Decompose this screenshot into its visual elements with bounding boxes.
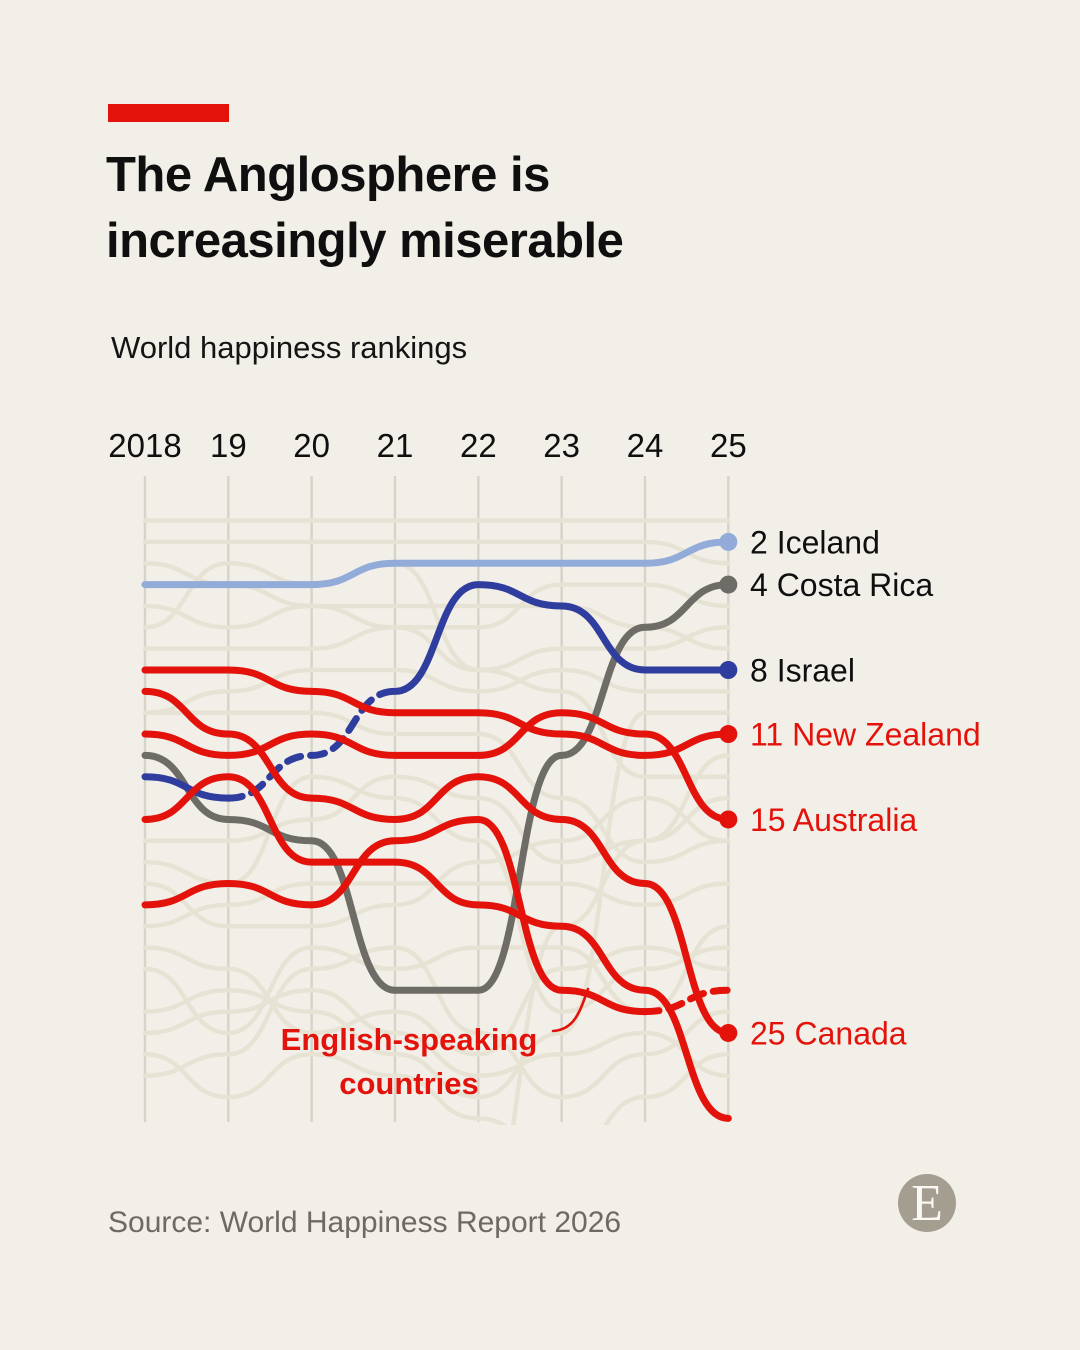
- endpoint-dot-canada: [719, 1023, 738, 1042]
- series-line-bg-saudi: [142, 945, 731, 1100]
- title-line-2: increasingly miserable: [106, 214, 624, 268]
- series-line-bg-spain: [142, 1052, 731, 1125]
- chart-subtitle: World happiness rankings: [111, 330, 468, 365]
- series-line-united-states: [141, 815, 649, 1016]
- year-label-20: 20: [293, 427, 330, 464]
- endpoint-dot-costa-rica: [719, 575, 738, 594]
- series-line-bg-denmark: [142, 539, 731, 566]
- brand-red-bar: [108, 104, 229, 122]
- series-line-bg-uae: [142, 945, 731, 1057]
- annotation-english-speaking: English-speaking countries: [270, 1018, 548, 1106]
- x-axis-labels: 2018 19 20 21 22 23 24 25: [108, 427, 746, 464]
- series-line-bg-luxembourg: [142, 667, 731, 715]
- series-line-israel: [391, 581, 732, 695]
- year-label-22: 22: [460, 427, 497, 464]
- annotation-connector: [551, 987, 590, 1033]
- endpoint-dot-israel: [719, 661, 738, 679]
- endpoint-dot-australia: [719, 810, 738, 829]
- year-label-19: 19: [210, 427, 247, 464]
- year-label-24: 24: [627, 427, 664, 464]
- annotation-line-2: countries: [339, 1066, 479, 1101]
- page-title: The Anglosphere is increasingly miserabl…: [106, 142, 624, 274]
- series-line-bg-mexico: [142, 710, 731, 1100]
- endpoint-dot-new-zealand: [719, 725, 738, 744]
- series-line-bg-belgium: [142, 795, 731, 929]
- endpoint-dots: [719, 532, 738, 1042]
- end-label-canada: 25 Canada: [750, 1015, 907, 1051]
- economist-logo: E: [898, 1174, 956, 1232]
- series-line-bg-lithuania: [510, 753, 731, 1125]
- year-label-23: 23: [543, 427, 580, 464]
- series-line-united-kingdom: [141, 773, 732, 1122]
- series-line-united-states-dashed: [641, 986, 732, 1016]
- series-line-bg-austria: [142, 710, 731, 865]
- end-label-australia: 15 Australia: [750, 802, 917, 838]
- end-labels: 2 Iceland 4 Costa Rica 8 Israel 11 New Zeal…: [750, 524, 981, 1051]
- series-line-bg-czechia: [142, 881, 731, 929]
- series-line-iceland: [141, 538, 732, 589]
- title-line-1: The Anglosphere is: [106, 148, 550, 202]
- year-label-21: 21: [377, 427, 414, 464]
- series-line-new-zealand: [141, 666, 732, 759]
- end-label-new-zealand: 11 New Zealand: [750, 717, 981, 753]
- source-note: Source: World Happiness Report 2026: [108, 1206, 622, 1239]
- end-label-costa-rica: 4 Costa Rica: [750, 567, 933, 603]
- annotation-line-1: English-speaking: [280, 1022, 538, 1057]
- series-line-australia: [141, 709, 732, 823]
- series-line-costa-rica: [141, 581, 732, 994]
- logo-letter: E: [911, 1175, 943, 1232]
- year-label-25: 25: [710, 427, 747, 464]
- end-label-iceland: 2 Iceland: [750, 524, 880, 560]
- series-line-israel: [141, 773, 232, 802]
- year-label-2018: 2018: [108, 427, 181, 464]
- series-line-bg-slovenia: [142, 923, 731, 1036]
- series-line-bg-taiwan: [142, 987, 731, 1078]
- endpoint-dot-iceland: [719, 532, 738, 551]
- end-label-israel: 8 Israel: [750, 653, 855, 689]
- series-line-canada: [141, 687, 732, 1037]
- highlighted-country-lines: [141, 538, 732, 1122]
- series-line-bg-germany: [142, 774, 731, 1014]
